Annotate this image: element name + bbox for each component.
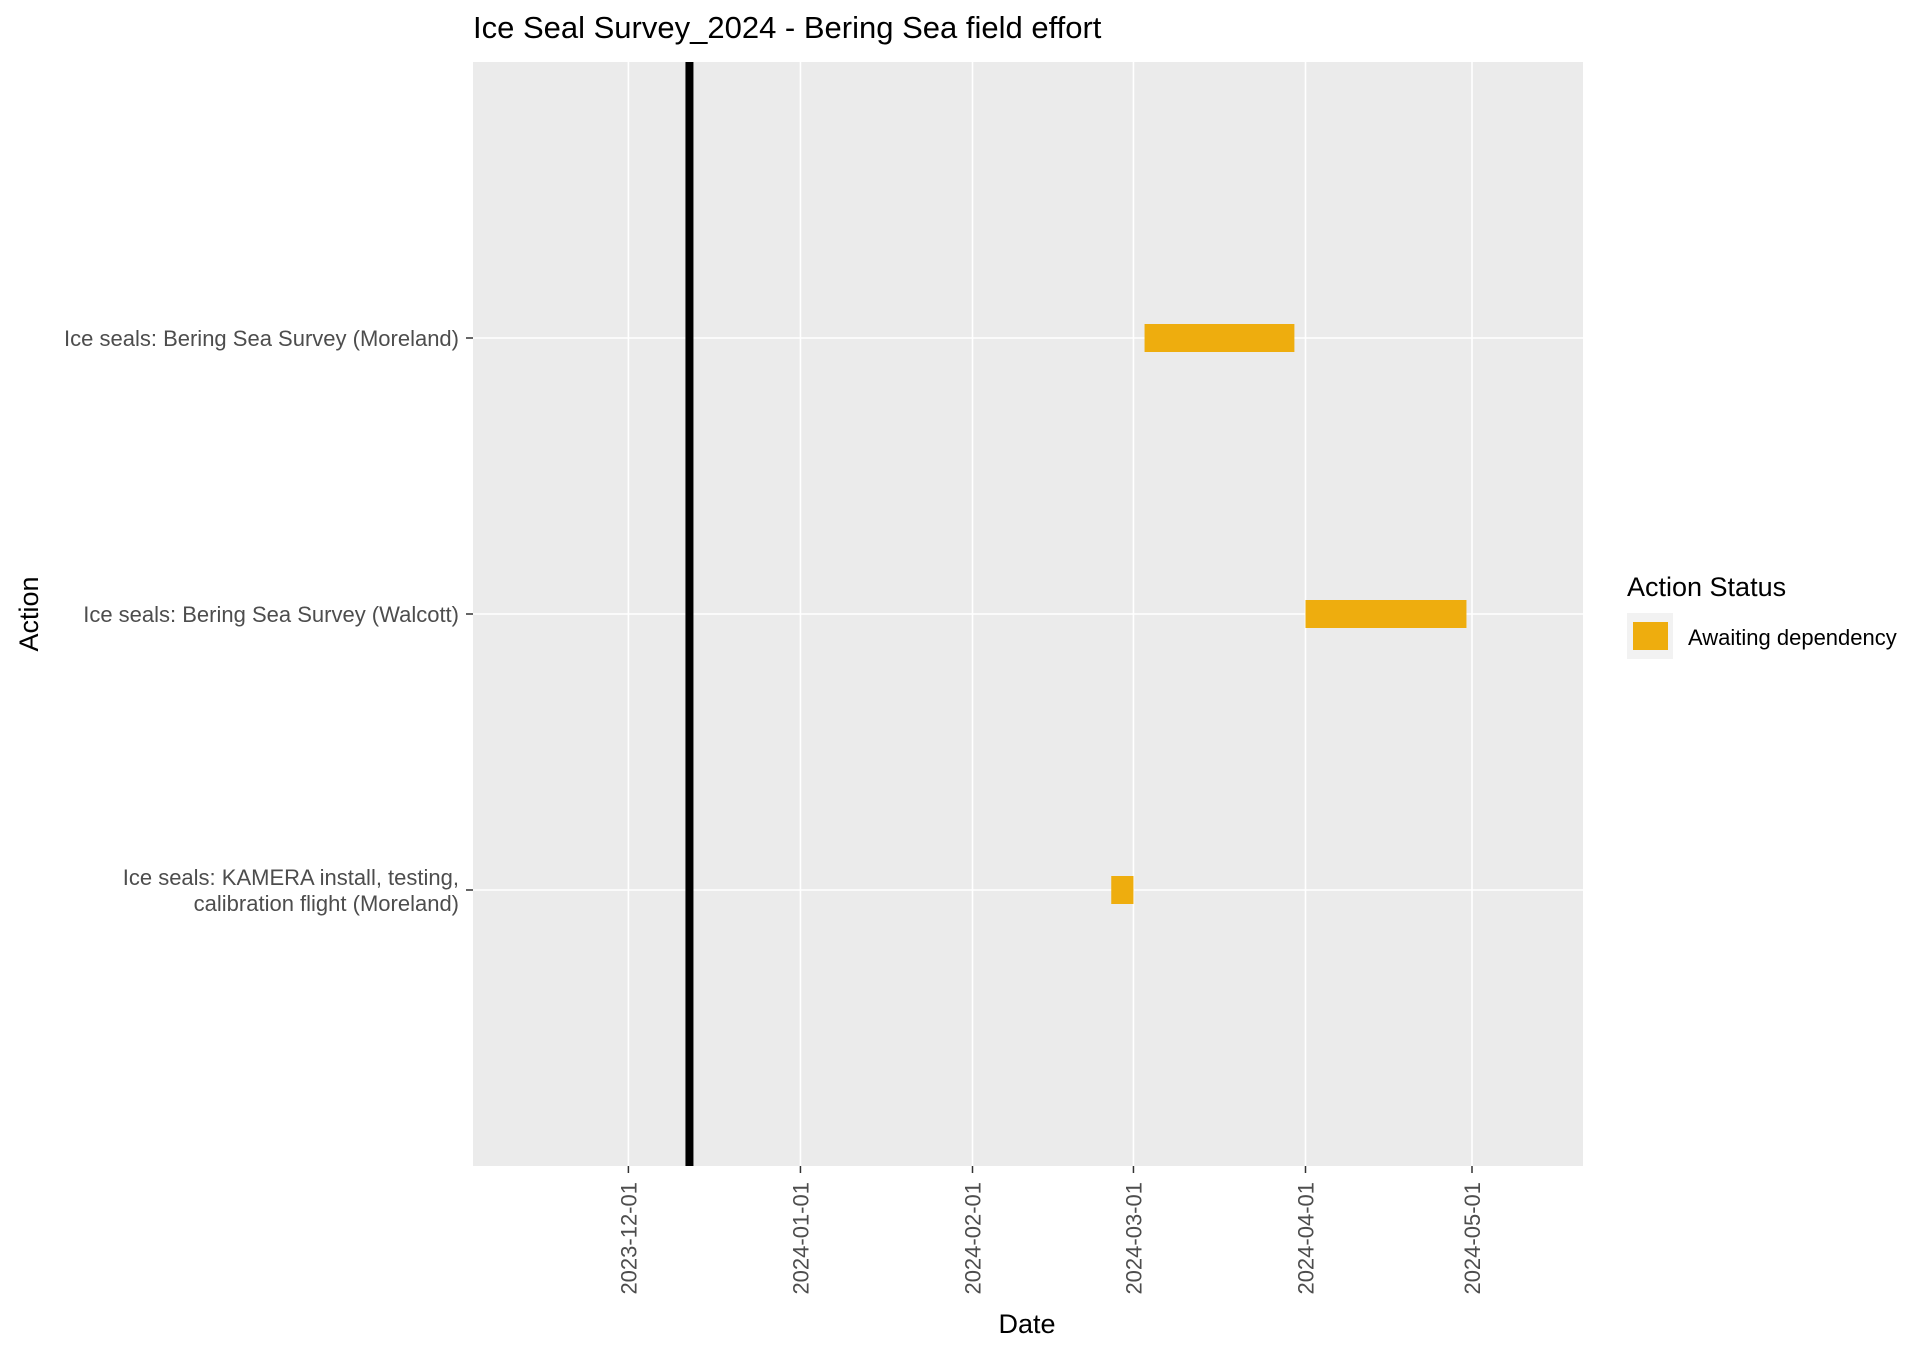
y-tick-label: Ice seals: Bering Sea Survey (Moreland)	[64, 326, 459, 351]
legend-title: Action Status	[1627, 572, 1786, 602]
legend-label-awaiting-dependency: Awaiting dependency	[1688, 625, 1897, 650]
y-axis-title: Action	[14, 576, 44, 651]
x-tick-label: 2024-01-01	[788, 1182, 813, 1295]
grid-layer	[473, 62, 1583, 1166]
legend: Action Status Awaiting dependency	[1627, 572, 1897, 659]
y-tick-label: Ice seals: KAMERA install, testing, calib…	[123, 865, 459, 916]
y-tick-label: Ice seals: Bering Sea Survey (Walcott)	[83, 602, 459, 627]
axis-layer: 2023-12-01 2024-01-01 2024-02-01 2024-03-01…	[64, 326, 1485, 1295]
x-tick-label: 2024-03-01	[1121, 1182, 1146, 1295]
x-tick-label: 2024-05-01	[1460, 1182, 1485, 1295]
x-axis-title: Date	[998, 1309, 1055, 1339]
gantt-bar	[1144, 324, 1295, 352]
legend-swatch-awaiting-dependency	[1633, 622, 1668, 650]
chart-title: Ice Seal Survey_2024 - Bering Sea field …	[473, 10, 1102, 45]
gantt-bar	[1111, 876, 1134, 904]
x-tick-label: 2024-02-01	[961, 1182, 986, 1295]
x-tick-label: 2024-04-01	[1294, 1182, 1319, 1295]
x-tick-label: 2023-12-01	[616, 1182, 641, 1295]
gantt-bar	[1305, 600, 1467, 628]
bar-layer	[685, 62, 1467, 1166]
